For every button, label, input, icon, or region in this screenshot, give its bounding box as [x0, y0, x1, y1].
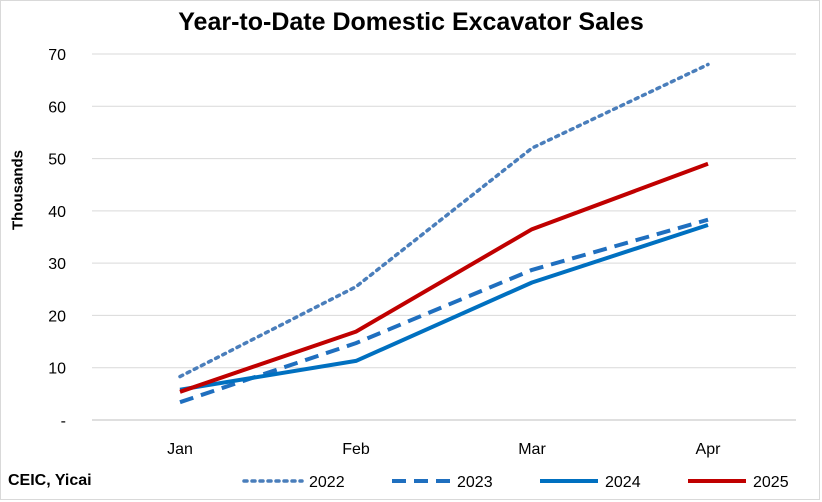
legend-label-2022: 2022 — [309, 474, 345, 491]
axes: - 10 20 30 40 50 60 70 Jan Feb Mar Apr — [48, 47, 796, 458]
y-tick-label-0: - — [61, 413, 66, 430]
legend: 2022 2023 2024 2025 — [242, 474, 789, 491]
source-note: CEIC, Yicai — [8, 472, 92, 489]
series-line-2024 — [179, 223, 709, 392]
x-tick-label-apr: Apr — [696, 441, 722, 458]
x-tick-label-mar: Mar — [518, 441, 546, 458]
legend-label-2025: 2025 — [753, 474, 789, 491]
y-tick-label-40: 40 — [48, 204, 66, 221]
legend-label-2024: 2024 — [605, 474, 641, 491]
chart-title: Year-to-Date Domestic Excavator Sales — [178, 8, 644, 36]
gridlines — [92, 53, 796, 369]
series-line-2022 — [178, 62, 710, 379]
series-line-2023 — [179, 217, 709, 405]
series-line-2025 — [179, 161, 709, 394]
y-tick-label-10: 10 — [48, 361, 66, 378]
legend-label-2023: 2023 — [457, 474, 493, 491]
series-lines — [178, 62, 710, 405]
x-tick-label-feb: Feb — [342, 441, 370, 458]
y-tick-label-20: 20 — [48, 308, 66, 325]
y-tick-label-30: 30 — [48, 256, 66, 273]
x-tick-label-jan: Jan — [167, 441, 193, 458]
y-tick-label-70: 70 — [48, 47, 66, 64]
y-tick-label-50: 50 — [48, 152, 66, 169]
y-tick-label-60: 60 — [48, 99, 66, 116]
